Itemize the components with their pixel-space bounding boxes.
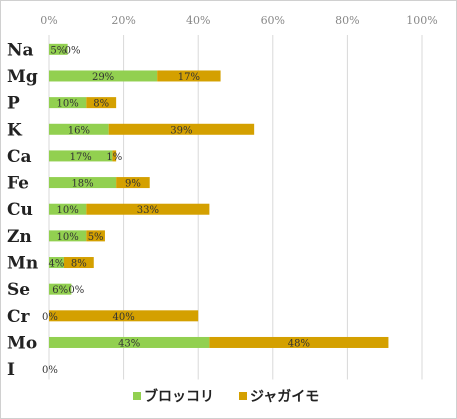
bar-broccoli [49, 150, 113, 162]
category-label: Zn [7, 227, 32, 247]
bar-potato [86, 230, 105, 242]
legend-swatch-potato [239, 392, 247, 400]
data-label: 0% [42, 312, 58, 323]
category-label: Mn [7, 254, 38, 274]
data-label: 4% [49, 259, 65, 270]
bar-broccoli [49, 97, 87, 109]
category-label: I [7, 360, 15, 380]
category-label: P [7, 94, 20, 114]
data-label: 29% [92, 72, 114, 83]
data-label: 9% [125, 179, 141, 190]
bar-potato [112, 150, 117, 162]
data-label: 17% [178, 72, 200, 83]
category-label: Cu [7, 200, 33, 220]
category-label: Mg [7, 67, 38, 87]
data-label: 8% [71, 259, 87, 270]
bar-broccoli [49, 123, 109, 135]
bar-broccoli [49, 336, 210, 348]
data-labels: 5%0%29% 17%10% 8%16% 39%17% 1%18% 9%10% 33%10%… [42, 45, 310, 376]
data-label: 10% [57, 205, 79, 216]
bar-broccoli [49, 283, 72, 295]
data-label: 6% [52, 285, 68, 296]
data-label: 40% [112, 312, 134, 323]
bar-broccoli [49, 70, 158, 82]
x-tick-label: 60% [261, 14, 285, 27]
legend: ブロッコリ ジャガイモ [133, 388, 319, 405]
data-label: 10% [57, 99, 79, 110]
data-label: 0% [42, 365, 58, 376]
category-label: K [7, 120, 23, 140]
x-tick-label: 20% [111, 14, 135, 27]
category-label: Ca [7, 147, 32, 167]
x-tick-label: 40% [186, 14, 210, 27]
bar-broccoli [49, 177, 117, 189]
x-tick-label: 80% [335, 14, 359, 27]
x-tick-label: 0% [40, 14, 57, 27]
bar-potato [49, 310, 199, 322]
data-label: 48% [288, 338, 310, 349]
bar-broccoli [49, 257, 64, 269]
data-label: 5% [88, 232, 104, 243]
category-label: Se [7, 280, 30, 300]
category-label: Cr [7, 307, 31, 327]
x-tick-label: 100% [406, 14, 437, 27]
bar-potato [157, 70, 221, 82]
legend-label: ジャガイモ [250, 389, 319, 405]
bar-potato [86, 97, 117, 109]
bar-broccoli [49, 43, 68, 55]
category-label: Fe [7, 174, 29, 194]
data-label: 1% [106, 152, 122, 163]
bar-potato [209, 336, 389, 348]
data-label: 0% [68, 285, 84, 296]
bars [49, 43, 389, 348]
data-label: 43% [118, 338, 140, 349]
bar-potato [86, 203, 210, 215]
data-label: 39% [170, 125, 192, 136]
bar-potato [116, 177, 150, 189]
data-label: 8% [93, 99, 109, 110]
data-label: 10% [57, 232, 79, 243]
data-label: 5% [50, 45, 66, 56]
grid-lines [48, 35, 423, 380]
bar-broccoli [49, 230, 87, 242]
category-label: Na [7, 40, 34, 60]
category-label: Mo [7, 333, 37, 353]
bar-broccoli [49, 203, 87, 215]
data-label: 17% [70, 152, 92, 163]
data-label: 18% [71, 179, 93, 190]
data-label: 16% [68, 125, 90, 136]
data-label: 0% [65, 45, 81, 56]
legend-swatch-broccoli [133, 392, 141, 400]
data-label: 33% [137, 205, 159, 216]
bar-potato [108, 123, 255, 135]
category-labels: Na Mg PK Ca Fe Cu Zn Mn Se Cr Mo I [7, 40, 38, 380]
legend-label: ブロッコリ [144, 388, 214, 405]
x-axis-tick-labels: 0% 20% 40% 60% 80% 100% [40, 14, 437, 27]
bar-potato [63, 257, 94, 269]
